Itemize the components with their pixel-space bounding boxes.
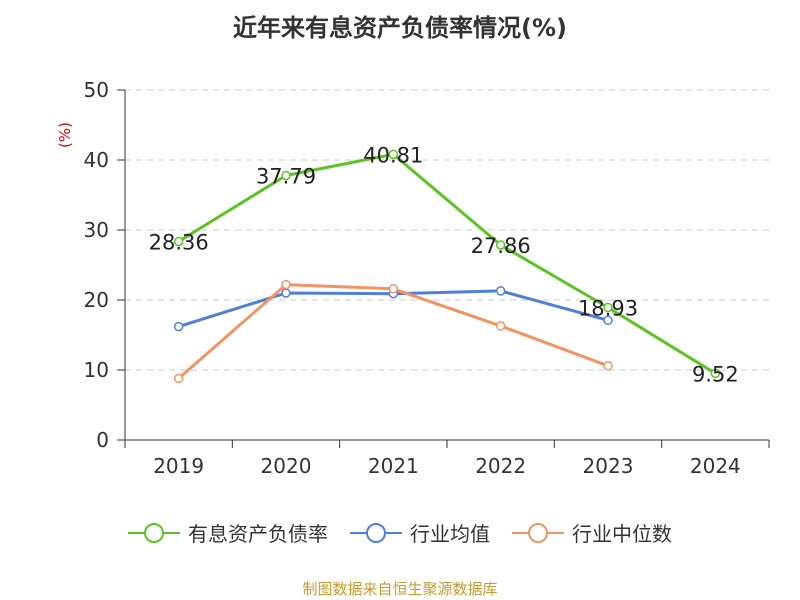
series-2-point-1 [281, 279, 291, 290]
series-line-0 [177, 152, 717, 375]
legend-item-2[interactable]: 行业中位数 [512, 518, 672, 547]
legend-swatch-0 [128, 522, 180, 543]
series-2-point-0 [173, 373, 184, 384]
data-label-1: 37.79 [256, 164, 316, 188]
x-tick-label-5: 2024 [690, 454, 741, 478]
legend-item-1[interactable]: 行业均值 [350, 518, 490, 547]
source-note: 制图数据来自恒生聚源数据库 [302, 580, 498, 598]
series-0-point-3 [495, 240, 506, 250]
series-2-point-3 [495, 321, 506, 331]
series-1-point-4 [603, 315, 613, 326]
legend-item-0[interactable]: 有息资产负债率 [128, 518, 328, 547]
x-tick-label-4: 2023 [583, 454, 634, 478]
data-label-4: 18.93 [578, 296, 638, 320]
series-0-point-5 [710, 368, 721, 379]
series-2-point-4 [603, 361, 613, 371]
series-0-point-1 [281, 170, 291, 181]
data-label-5: 9.52 [692, 362, 739, 386]
legend-swatch-2 [512, 522, 564, 543]
legend: 有息资产负债率 行业均值 行业中位数 [0, 518, 800, 547]
data-label-2: 40.81 [363, 143, 423, 167]
legend-swatch-1 [350, 522, 402, 543]
legend-label-0: 有息资产负债率 [188, 522, 328, 546]
series-1-point-3 [495, 286, 506, 296]
y-tick-label-0: 0 [96, 428, 109, 452]
series-line-2 [177, 283, 609, 380]
y-tick-label-1: 10 [84, 358, 109, 382]
chart-title: 近年来有息资产负债率情况(%) [233, 14, 567, 42]
y-tick-label-5: 50 [84, 78, 109, 102]
legend-label-2: 行业中位数 [572, 522, 672, 546]
series-0-point-0 [173, 236, 184, 247]
x-tick-label-3: 2022 [475, 454, 526, 478]
data-label-3: 27.86 [471, 234, 531, 258]
series-1-point-0 [173, 321, 184, 332]
x-tick-label-1: 2020 [261, 454, 312, 478]
series-0-point-2 [388, 149, 399, 160]
x-tick-label-2: 2021 [368, 454, 419, 478]
series-0-point-4 [603, 302, 613, 313]
legend-label-1: 行业均值 [410, 522, 490, 546]
series-2-point-2 [388, 284, 399, 294]
data-label-0: 28.36 [149, 230, 209, 254]
series-1-point-1 [281, 288, 291, 298]
y-tick-label-3: 30 [84, 218, 109, 242]
x-tick-label-0: 2019 [153, 454, 204, 478]
y-tick-label-2: 20 [84, 288, 109, 312]
y-tick-label-4: 40 [84, 148, 109, 172]
